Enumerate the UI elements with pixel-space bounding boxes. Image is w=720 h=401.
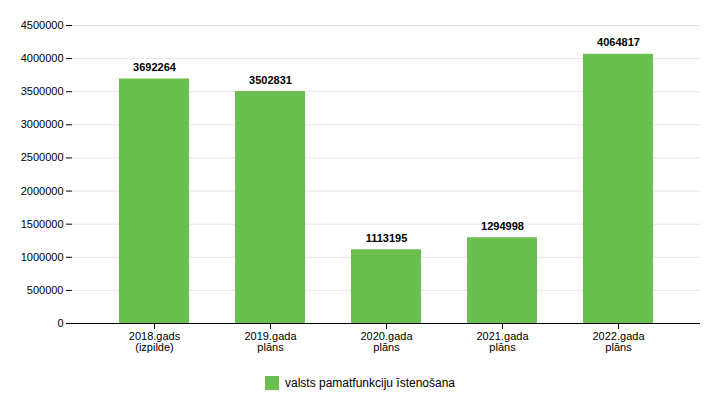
svg-text:3502831: 3502831 <box>249 74 292 86</box>
svg-text:1500000: 1500000 <box>21 218 64 230</box>
svg-text:500000: 500000 <box>27 284 64 296</box>
svg-text:2022.gadaplāns: 2022.gadaplāns <box>593 330 646 353</box>
svg-text:4500000: 4500000 <box>21 19 64 31</box>
html-text:valsts pamatfunkciju īstenošan: valsts pamatfunkciju īstenošana <box>285 376 455 390</box>
svg-text:2500000: 2500000 <box>21 151 64 163</box>
svg-text:2000000: 2000000 <box>21 185 64 197</box>
svg-text:1113195: 1113195 <box>366 232 408 244</box>
svg-text:1000000: 1000000 <box>21 251 64 263</box>
svg-text:3500000: 3500000 <box>21 85 64 97</box>
svg-text:2021.gadaplāns: 2021.gadaplāns <box>477 330 530 353</box>
svg-text:4000000: 4000000 <box>21 52 64 64</box>
svg-text:3692264: 3692264 <box>133 61 177 73</box>
svg-text:2018.gads(izpilde): 2018.gads(izpilde) <box>129 330 181 353</box>
svg-text:1294998: 1294998 <box>481 220 524 232</box>
svg-text:2019.gadaplāns: 2019.gadaplāns <box>245 330 298 353</box>
svg-text:0: 0 <box>57 317 63 329</box>
svg-text:3000000: 3000000 <box>21 118 64 130</box>
svg-text:2020.gadaplāns: 2020.gadaplāns <box>361 330 414 353</box>
svg-text:4064817: 4064817 <box>597 36 640 48</box>
